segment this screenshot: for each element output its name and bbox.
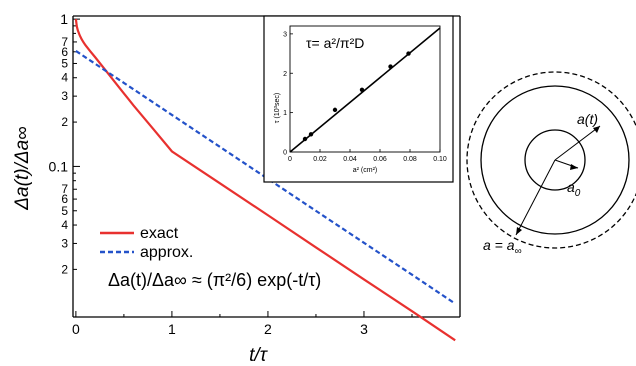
y-minor-tick-label: 2 — [61, 115, 68, 129]
y-minor-tick-label: 6 — [61, 45, 68, 59]
y-axis-label: Δa(t)/Δa∞ — [12, 126, 33, 210]
x-tick-label: 3 — [360, 321, 368, 337]
inset-data-point — [302, 136, 308, 142]
y-minor-tick-label: 7 — [61, 182, 68, 196]
outer-dashed-circle — [466, 71, 636, 249]
y-minor-tick-label: 3 — [61, 89, 68, 103]
y-minor-tick-label: 5 — [61, 204, 68, 218]
label-a0: a0 — [567, 179, 581, 199]
inset-x-tick-label: 0.08 — [403, 156, 417, 163]
inset-y-tick-label: 0 — [283, 150, 287, 157]
legend-label-approx: approx. — [140, 244, 193, 261]
inset-y-tick-label: 1 — [283, 110, 287, 117]
inset-data-point — [388, 64, 393, 69]
arrowhead-a0 — [570, 164, 578, 170]
inset-data-point — [406, 51, 411, 56]
arrowhead-ainf — [516, 227, 522, 235]
label-at: a(t) — [577, 111, 598, 127]
y-minor-tick-label: 3 — [61, 236, 68, 250]
inset-x-tick-label: 0.04 — [343, 156, 357, 163]
inset-data-point — [308, 132, 314, 137]
y-major-tick-label: 0.1 — [49, 158, 69, 174]
y-major-tick-label: 1 — [60, 11, 68, 27]
inset-y-tick-label: 2 — [283, 71, 287, 78]
inset-layer: 0 0.02 0.04 0.06 0.08 0.10 0 1 2 3 — [283, 25, 447, 163]
x-tick-label: 2 — [264, 321, 272, 337]
series-layer — [74, 18, 456, 342]
label-ainf: a = a∞ — [483, 237, 522, 257]
inset-plot: 0 0.02 0.04 0.06 0.08 0.10 0 1 2 3 τ= a²/π²D τ (1… — [263, 15, 454, 183]
inset-x-label: a² (cm²) — [353, 167, 378, 174]
y-minor-tick-label: 7 — [61, 35, 68, 49]
y-minor-tick-label: 6 — [61, 192, 68, 206]
inset-x-tick-label: 0.10 — [433, 156, 447, 163]
inset-x-tick-label: 0.06 — [373, 156, 387, 163]
y-minor-tick-label: 4 — [61, 218, 68, 232]
legend: exact approx. — [100, 225, 193, 261]
inset-y-label: τ (10³sec) — [274, 93, 281, 123]
formula-annotation: Δa(t)/Δa∞ ≈ (π²/6) exp(-t/τ) — [108, 270, 321, 290]
x-axis-label: t/τ — [249, 345, 269, 366]
middle-circle — [480, 85, 630, 235]
legend-label-exact: exact — [140, 225, 179, 242]
inner-circle — [524, 129, 586, 191]
arrowhead-at — [593, 126, 600, 133]
inset-x-tick-label: 0 — [288, 156, 292, 163]
x-tick-label: 1 — [168, 321, 176, 337]
inset-data-point — [359, 87, 365, 92]
series-line-approx — [75, 50, 456, 305]
series-line-exact — [74, 18, 456, 342]
inset-axes — [289, 25, 441, 153]
radius-arrow-ainf — [515, 159, 556, 236]
inset-x-tick-label: 0.02 — [313, 156, 327, 163]
inset-fit-line — [289, 27, 441, 153]
radius-arrow-at — [554, 125, 601, 161]
y-minor-tick-label: 5 — [61, 56, 68, 70]
diffusion-diagram: a(t) a0 a = a∞ — [466, 71, 636, 257]
inset-formula: τ= a²/π²D — [306, 35, 364, 51]
x-tick-label: 0 — [72, 321, 80, 337]
y-minor-tick-label: 2 — [61, 262, 68, 276]
inset-data-point — [332, 107, 338, 113]
inset-y-tick-label: 3 — [283, 31, 287, 38]
y-minor-tick-label: 4 — [61, 71, 68, 85]
